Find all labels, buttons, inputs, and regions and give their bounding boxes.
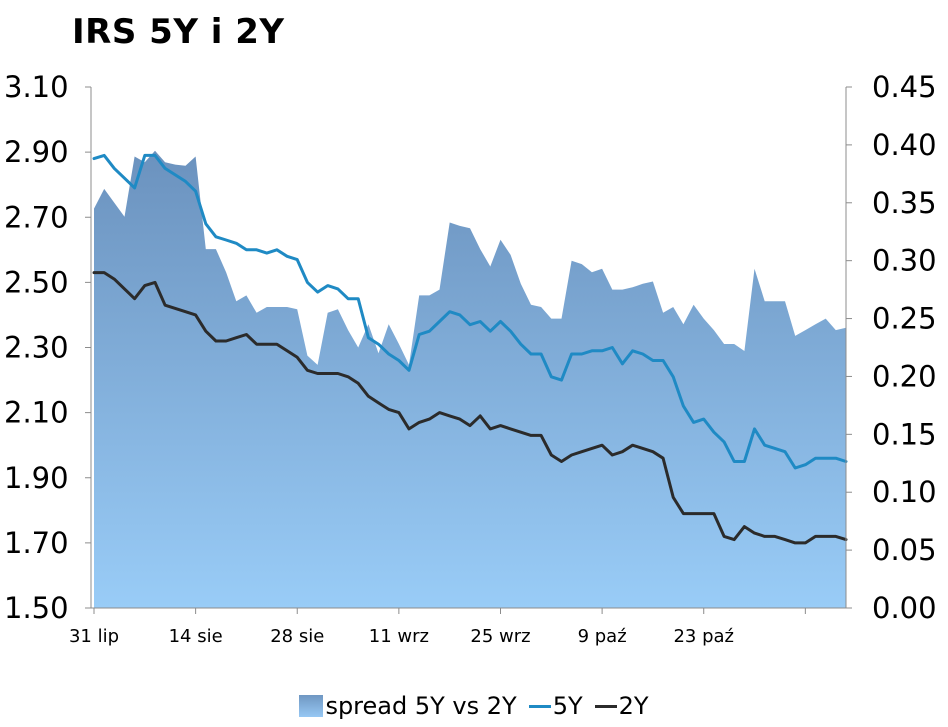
y-left-tick-label: 1.50 <box>4 591 69 625</box>
y-right-tick-label: 0.05 <box>872 533 937 567</box>
y-left-tick-label: 2.50 <box>4 265 69 299</box>
legend-label-5y: 5Y <box>552 692 583 720</box>
x-tick-label: 28 sie <box>270 626 324 647</box>
y-left-tick-label: 2.30 <box>4 331 69 365</box>
y-right-tick-label: 0.25 <box>872 302 937 336</box>
legend-swatch-5y <box>528 704 551 708</box>
y-right-tick-label: 0.45 <box>872 70 937 104</box>
y-right-tick-label: 0.00 <box>872 591 937 625</box>
y-right-tick-label: 0.15 <box>872 417 937 451</box>
y-right-tick-label: 0.30 <box>872 244 937 278</box>
chart-title: IRS 5Y i 2Y <box>72 12 285 52</box>
x-tick-label: 11 wrz <box>369 626 429 647</box>
y-left-tick-label: 1.70 <box>4 526 69 560</box>
x-tick-label: 14 sie <box>169 626 223 647</box>
y-left-tick-label: 2.90 <box>4 135 69 169</box>
x-tick-label: 25 wrz <box>470 626 530 647</box>
y-left-tick-label: 1.90 <box>4 461 69 495</box>
y-right-tick-label: 0.35 <box>872 186 937 220</box>
series-line-5y <box>92 153 848 470</box>
legend-swatch-spread <box>299 695 324 717</box>
legend-swatch-2y <box>594 704 617 708</box>
legend: spread 5Y vs 2Y 5Y 2Y <box>0 688 948 724</box>
x-tick-label: 23 paź <box>673 626 734 647</box>
series-line-2y <box>92 271 848 545</box>
legend-item-5y: 5Y <box>528 692 583 720</box>
x-tick-label: 9 paź <box>578 626 627 647</box>
y-left-tick-label: 2.70 <box>4 200 69 234</box>
legend-item-2y: 2Y <box>594 692 649 720</box>
y-right-tick-label: 0.20 <box>872 359 937 393</box>
x-tick-label: 31 lip <box>69 626 119 647</box>
y-right-tick-label: 0.40 <box>872 128 937 162</box>
legend-label-spread: spread 5Y vs 2Y <box>325 692 517 720</box>
y-right-tick-label: 0.10 <box>872 475 937 509</box>
legend-label-2y: 2Y <box>618 692 649 720</box>
series-area-spread <box>94 150 846 608</box>
y-left-tick-label: 2.10 <box>4 396 69 430</box>
chart-plot: 3.10 2.90 2.70 2.50 2.30 2.10 1.90 1.70 1.50 0.45… <box>4 70 937 647</box>
legend-item-spread: spread 5Y vs 2Y <box>299 692 517 720</box>
y-left-tick-label: 3.10 <box>4 70 69 104</box>
